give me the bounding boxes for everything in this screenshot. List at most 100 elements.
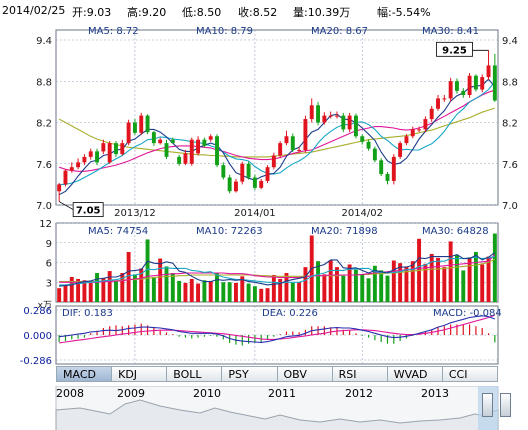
volume-bar <box>385 275 390 302</box>
year-2011: 2011 <box>268 387 296 400</box>
volume-bar <box>486 256 491 302</box>
price-tick-label-right: 8.8 <box>502 77 518 88</box>
volume-bar <box>183 282 188 302</box>
volume-bar <box>158 258 163 302</box>
candle-body <box>385 174 390 181</box>
candle-body <box>423 119 428 130</box>
candle-body <box>63 170 68 185</box>
price-tick-label: 9.4 <box>36 36 52 47</box>
volume-bar <box>278 278 283 302</box>
tab-psy[interactable]: PSY <box>222 366 278 382</box>
date-tick-label: 2014/02 <box>341 208 383 219</box>
volume-bar <box>265 288 270 302</box>
volume-bar <box>202 280 207 302</box>
volume-bar <box>448 241 453 302</box>
candle-body <box>398 143 403 157</box>
volume-tick-label: 3 <box>46 278 52 289</box>
volume-bar <box>132 274 137 302</box>
range-handle-left[interactable] <box>482 393 493 417</box>
ma10-line <box>59 81 496 185</box>
candle-body <box>246 163 251 178</box>
volume-bar <box>69 276 74 302</box>
volume-bar <box>114 280 118 302</box>
year-2012: 2012 <box>345 387 373 400</box>
tab-macd[interactable]: MACD <box>56 366 113 382</box>
range-handle-right[interactable] <box>500 393 511 417</box>
volume-bar <box>480 264 485 302</box>
candle-body <box>107 143 112 163</box>
date-tick-label: 2014/01 <box>234 208 276 219</box>
candle-body <box>379 160 384 175</box>
volume-bar <box>347 264 352 302</box>
candle-body <box>461 90 466 95</box>
candle-body <box>114 143 118 155</box>
candle-body <box>410 129 415 137</box>
macd-legend: MACD: -0.084 <box>433 308 502 319</box>
vol-ma20-legend: MA20: 71898 <box>311 226 378 237</box>
volume-bar <box>101 278 106 302</box>
volume-bar <box>398 263 403 302</box>
candle-body <box>448 81 453 99</box>
volume-bar <box>177 280 182 302</box>
vol-ma10-line <box>59 256 495 286</box>
candle-body <box>429 108 434 120</box>
tab-wvad[interactable]: WVAD <box>387 366 443 382</box>
price-tick-label: 8.2 <box>36 119 52 130</box>
candle-body <box>177 156 182 164</box>
candle-body <box>278 143 283 156</box>
candle-body <box>120 143 125 155</box>
quote-low: 低:8.50 <box>182 6 222 19</box>
candle-body <box>151 132 156 144</box>
candle-body <box>480 77 485 90</box>
candle-body <box>240 163 245 182</box>
volume-bar <box>151 276 156 302</box>
tab-boll[interactable]: BOLL <box>167 366 223 382</box>
dea-legend: DEA: 0.226 <box>262 308 318 319</box>
ma5-line <box>58 78 496 196</box>
history-navigator[interactable]: 2008 2009 2010 2011 2012 2013 <box>0 386 528 430</box>
chart-canvas[interactable]: 9.4 9.4 8.8 8.8 8.2 8.2 7.6 7.6 7.0 7.0 2013/12 201… <box>0 0 528 386</box>
volume-bar <box>233 282 238 302</box>
volume-bar <box>467 257 472 302</box>
candle-body <box>139 115 144 133</box>
low-label-box <box>72 202 104 217</box>
candle-body <box>366 141 371 149</box>
volume-bar <box>252 286 257 302</box>
dif-legend: DIF: 0.183 <box>62 308 113 319</box>
candle-body <box>297 150 302 151</box>
candle-body <box>347 115 352 130</box>
volume-bar <box>335 267 339 302</box>
quote-volume: 量:10.39万 <box>293 6 351 19</box>
history-price-line <box>55 399 499 430</box>
candle-body <box>303 119 308 150</box>
candle-body <box>492 65 497 101</box>
candle-body <box>69 167 74 171</box>
tab-obv[interactable]: OBV <box>277 366 333 382</box>
volume-bar <box>436 257 440 302</box>
volume-bar <box>360 275 365 302</box>
volume-bar <box>215 273 219 302</box>
low-pointer <box>58 201 74 210</box>
volume-bar <box>145 239 150 302</box>
volume-bar <box>290 282 295 302</box>
ma10-legend: MA10: 8.79 <box>196 26 253 37</box>
volume-bar <box>379 270 384 302</box>
date-tick-label: 2013/12 <box>114 208 156 219</box>
volume-unit: x万 <box>38 301 52 311</box>
volume-bar <box>284 273 289 302</box>
candle-body <box>132 122 137 133</box>
candle-body <box>183 153 188 164</box>
volume-bar <box>391 260 396 302</box>
candle-body <box>189 139 194 164</box>
candle-body <box>436 98 440 109</box>
tab-cci[interactable]: CCI <box>442 366 498 382</box>
tab-rsi[interactable]: RSI <box>332 366 388 382</box>
volume-bar <box>461 270 466 302</box>
candle-body <box>404 136 409 144</box>
volume-bar <box>492 233 497 302</box>
volume-bar <box>322 274 327 302</box>
candle-body <box>95 151 100 163</box>
tab-kdj[interactable]: KDJ <box>112 366 168 382</box>
candle-body <box>88 151 93 157</box>
volume-bar <box>63 284 68 302</box>
